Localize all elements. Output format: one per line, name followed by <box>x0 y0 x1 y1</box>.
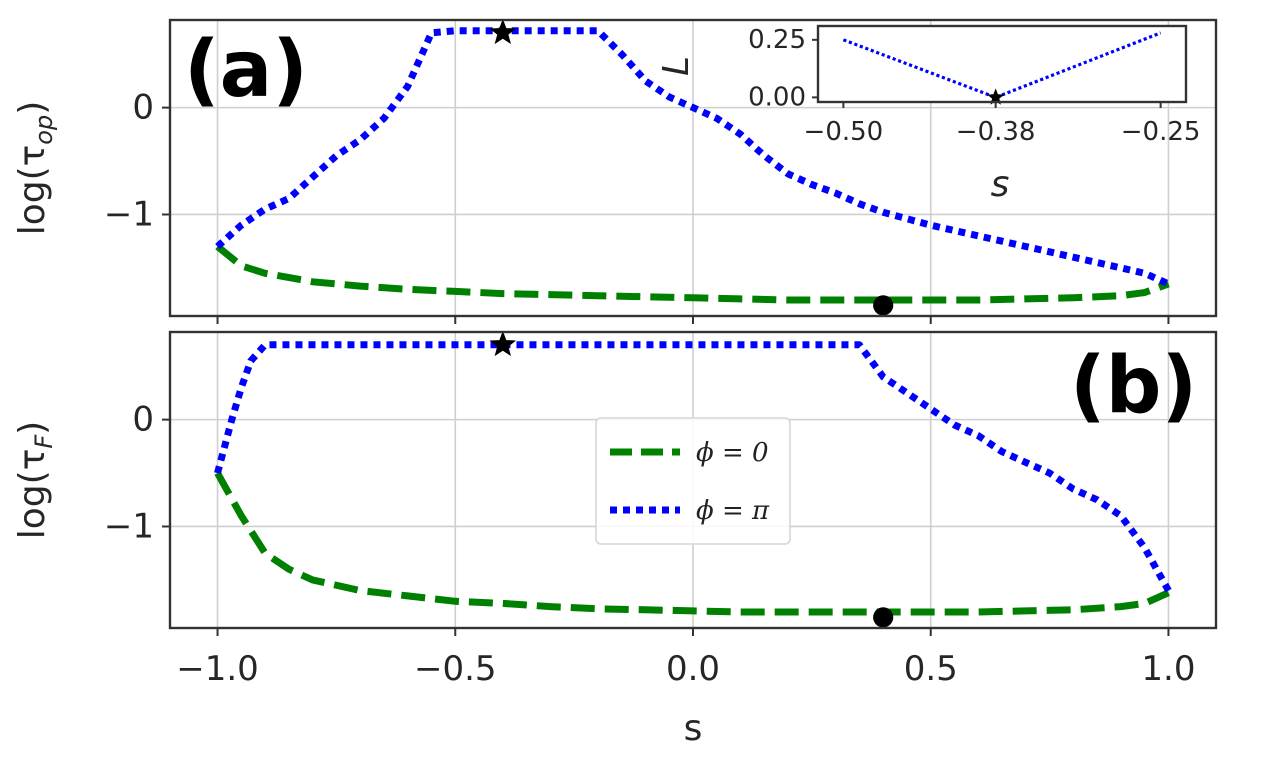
inset-ytick-label: 0.00 <box>748 82 806 112</box>
panel-b-series-phi0 <box>214 471 1170 616</box>
panel-b-ytick-label: 0 <box>132 400 154 440</box>
inset-ytick-label: 0.25 <box>748 25 806 55</box>
yticks-b: 0 −1 <box>104 400 170 546</box>
inset-ylabel: L <box>656 56 697 76</box>
inset-yticks: 0.25 0.00 <box>748 25 818 112</box>
panel-a-ytick-label: −1 <box>104 194 154 234</box>
legend-label-phipi: ϕ = π <box>696 496 770 526</box>
ylabel-a: log(τop) <box>12 101 58 236</box>
panel-b-xtick-label: 0.0 <box>666 649 720 689</box>
inset-markers <box>987 88 1005 105</box>
inset-background <box>818 26 1186 102</box>
inset-series-phipi <box>842 31 1162 99</box>
panel-b-xtick-label: −0.5 <box>414 649 497 689</box>
markers-b <box>489 330 894 628</box>
series-a <box>215 27 1170 304</box>
inset-series <box>842 31 1162 99</box>
panel-label-b: (b) <box>1070 341 1197 431</box>
legend: ϕ = 0 ϕ = π <box>595 417 791 545</box>
yticks-a: 0 −1 <box>104 88 1170 324</box>
panel-a-ytick-label: 0 <box>132 88 154 128</box>
panel-b-xtick-label: 0.5 <box>904 649 958 689</box>
inset-xticks: −0.50 −0.38 −0.25 <box>804 102 1201 147</box>
panel-b-star-marker <box>489 330 517 357</box>
inset-xtick-label: −0.50 <box>804 117 884 147</box>
panel-a-series-phi0 <box>215 243 1170 304</box>
panel-a-star-marker <box>489 18 517 45</box>
xlabel-b: s <box>684 708 703 749</box>
panel-b: 0 −1 −1.0 −0.5 0.0 0.5 1.0 log(τF) s (b) ϕ = … <box>12 330 1218 749</box>
series-b <box>214 341 1172 616</box>
xticks-b: −1.0 −0.5 0.0 0.5 1.0 <box>176 628 1195 689</box>
legend-label-phi0: ϕ = 0 <box>696 438 769 468</box>
panel-b-series-phipi <box>214 341 1172 593</box>
inset-chart: 0.25 0.00 −0.50 −0.38 −0.25 s L <box>656 24 1201 205</box>
panel-b-ytick-label: −1 <box>104 506 154 546</box>
ylabel-b: log(τF) <box>12 421 58 539</box>
inset-xlabel: s <box>991 164 1010 205</box>
panel-b-circle-marker <box>873 607 894 628</box>
inset-xtick-label: −0.25 <box>1121 117 1201 147</box>
panel-a-circle-marker <box>873 295 894 316</box>
panel-label-a: (a) <box>184 25 308 115</box>
inset-xtick-label: −0.38 <box>956 117 1036 147</box>
inset-star-marker <box>987 88 1005 105</box>
inset-frame <box>816 24 1188 104</box>
panel-b-xtick-label: 1.0 <box>1141 649 1195 689</box>
panel-b-xtick-label: −1.0 <box>176 649 259 689</box>
panel-a: 0 −1 log(τop) (a) 0.25 0.00 −0.50 −0.38 −0.2… <box>12 18 1218 324</box>
markers-a <box>489 18 894 316</box>
panel-a-series-phipi <box>215 27 1170 288</box>
